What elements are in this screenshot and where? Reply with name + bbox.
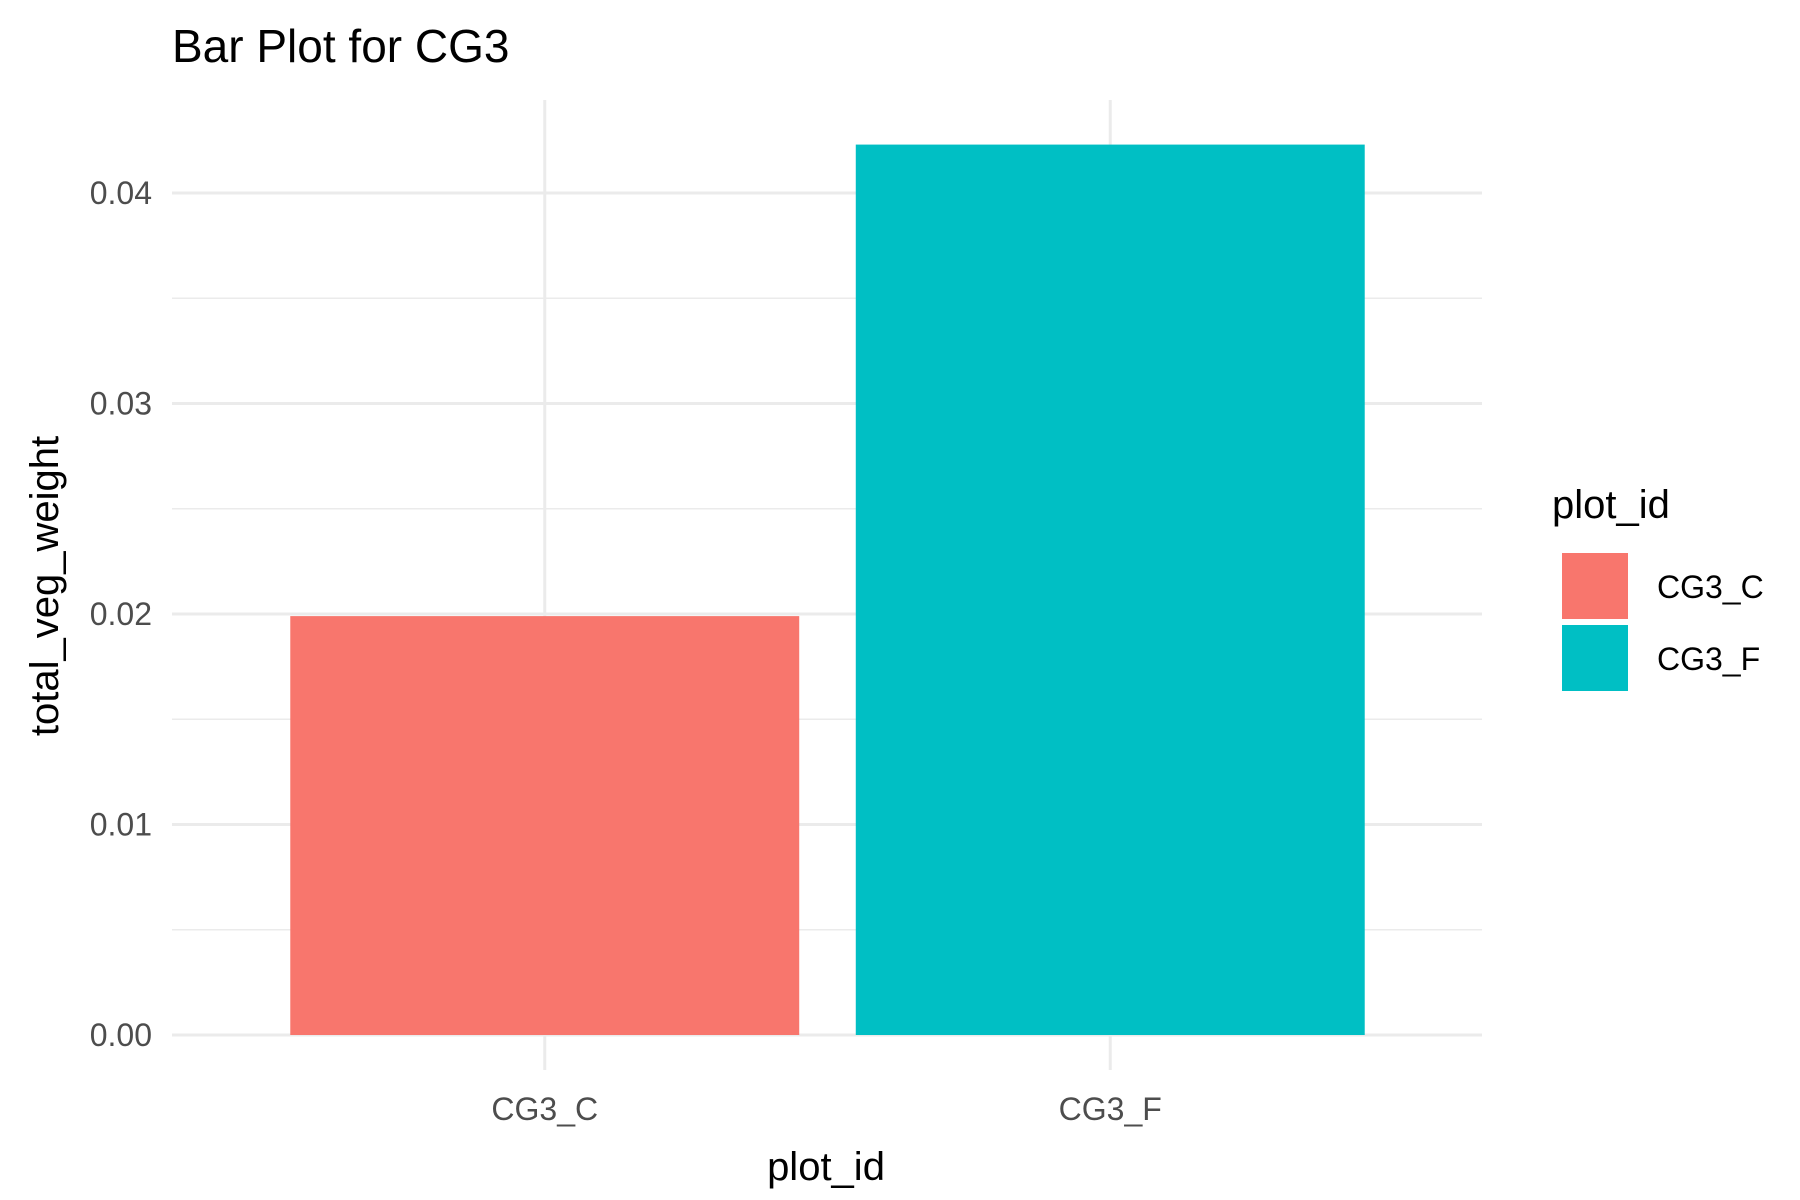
legend-label: CG3_C <box>1657 569 1764 605</box>
legend-label: CG3_F <box>1657 641 1760 677</box>
legend-swatch <box>1562 553 1628 619</box>
legend-title: plot_id <box>1552 483 1670 527</box>
chart-title: Bar Plot for CG3 <box>172 20 509 72</box>
y-tick-label: 0.00 <box>90 1017 152 1053</box>
y-axis-ticks: 0.00 0.01 0.02 0.03 0.04 <box>90 175 152 1053</box>
y-tick-label: 0.02 <box>90 596 152 632</box>
bar <box>290 616 800 1035</box>
x-tick-label: CG3_F <box>1059 1091 1162 1127</box>
y-tick-label: 0.04 <box>90 175 152 211</box>
bar <box>855 144 1365 1035</box>
y-axis-title: total_veg_weight <box>23 436 67 736</box>
x-axis-title: plot_id <box>767 1145 885 1189</box>
y-tick-label: 0.03 <box>90 386 152 422</box>
x-axis-ticks: CG3_C CG3_F <box>491 1091 1161 1127</box>
legend: plot_id CG3_C CG3_F <box>1552 483 1764 691</box>
bars <box>290 144 1365 1035</box>
legend-swatch <box>1562 625 1628 691</box>
y-tick-label: 0.01 <box>90 807 152 843</box>
x-tick-label: CG3_C <box>491 1091 598 1127</box>
